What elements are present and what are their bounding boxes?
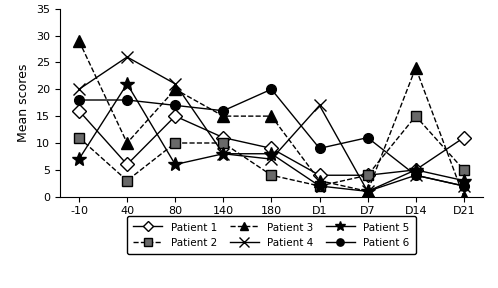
Patient 6: [76, 98, 82, 102]
Patient 5: [76, 157, 82, 161]
Patient 5: [365, 190, 371, 193]
Patient 5: [413, 168, 419, 172]
Line: Patient 6: Patient 6: [74, 84, 469, 191]
Patient 4: [172, 82, 178, 86]
Line: Patient 5: Patient 5: [72, 77, 471, 198]
Patient 6: [317, 147, 323, 150]
Patient 4: [220, 152, 226, 156]
Patient 2: [413, 114, 419, 118]
Patient 4: [461, 184, 467, 188]
Patient 6: [461, 184, 467, 188]
Patient 1: [268, 147, 274, 150]
Patient 2: [268, 173, 274, 177]
Patient 5: [124, 82, 130, 86]
Patient 3: [461, 195, 467, 198]
X-axis label: Time: Time: [252, 219, 290, 233]
Patient 3: [172, 88, 178, 91]
Patient 3: [124, 141, 130, 145]
Patient 1: [220, 136, 226, 139]
Patient 3: [317, 179, 323, 182]
Patient 1: [317, 173, 323, 177]
Patient 2: [461, 168, 467, 172]
Patient 6: [220, 109, 226, 113]
Patient 2: [76, 136, 82, 139]
Patient 2: [172, 141, 178, 145]
Patient 4: [413, 173, 419, 177]
Patient 6: [124, 98, 130, 102]
Patient 3: [268, 114, 274, 118]
Patient 2: [124, 179, 130, 182]
Patient 5: [220, 152, 226, 156]
Patient 5: [268, 152, 274, 156]
Patient 3: [76, 39, 82, 43]
Patient 6: [365, 136, 371, 139]
Y-axis label: Mean scores: Mean scores: [17, 63, 30, 142]
Patient 3: [220, 114, 226, 118]
Patient 1: [461, 136, 467, 139]
Line: Patient 1: Patient 1: [74, 106, 469, 180]
Patient 2: [220, 141, 226, 145]
Line: Patient 3: Patient 3: [73, 35, 470, 202]
Patient 1: [76, 109, 82, 113]
Patient 5: [172, 163, 178, 166]
Patient 2: [365, 173, 371, 177]
Legend: Patient 1, Patient 2, Patient 3, Patient 4, Patient 5, Patient 6: Patient 1, Patient 2, Patient 3, Patient…: [127, 216, 416, 254]
Patient 4: [76, 88, 82, 91]
Patient 1: [124, 163, 130, 166]
Patient 6: [268, 88, 274, 91]
Patient 1: [172, 114, 178, 118]
Patient 1: [365, 173, 371, 177]
Line: Patient 4: Patient 4: [73, 51, 470, 198]
Patient 4: [268, 157, 274, 161]
Patient 5: [317, 184, 323, 188]
Patient 3: [413, 66, 419, 69]
Patient 4: [124, 55, 130, 59]
Patient 5: [461, 179, 467, 182]
Patient 3: [365, 190, 371, 193]
Patient 2: [317, 184, 323, 188]
Line: Patient 2: Patient 2: [74, 111, 469, 191]
Patient 6: [413, 173, 419, 177]
Patient 6: [172, 104, 178, 107]
Patient 4: [317, 104, 323, 107]
Patient 1: [413, 168, 419, 172]
Patient 4: [365, 190, 371, 193]
